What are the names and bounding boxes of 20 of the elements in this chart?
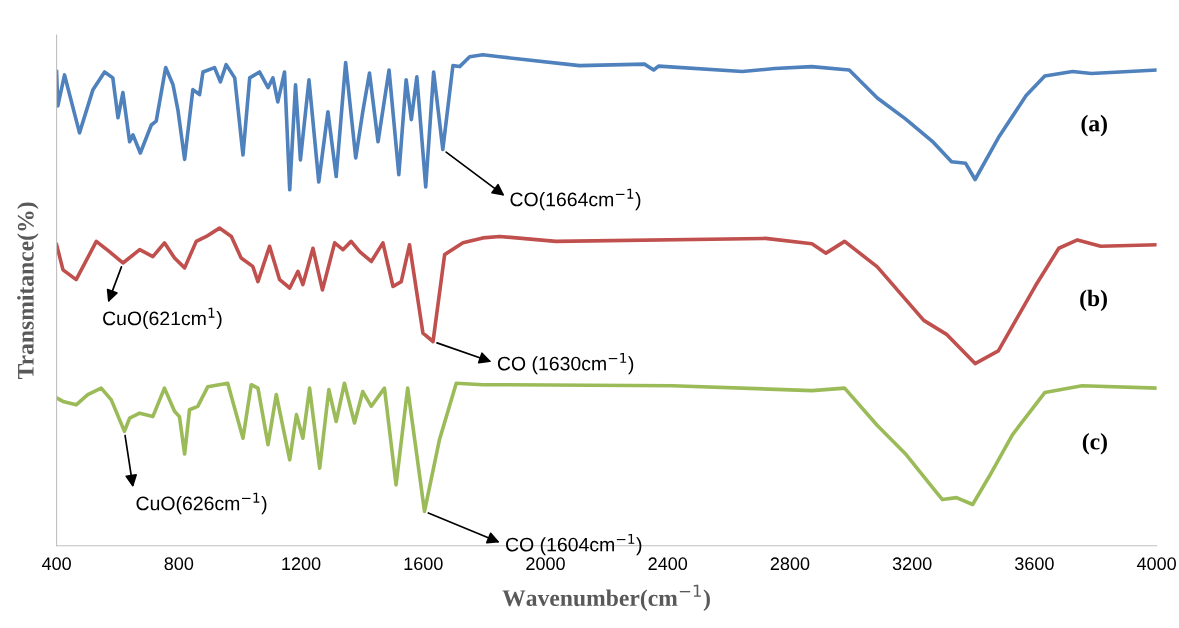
annotation: CO (1604cm$^{−1}$) [506, 533, 642, 556]
x-tick-label: 2800 [770, 557, 810, 571]
annotation: CO (1630cm$^{−1}$) [497, 352, 634, 375]
x-tick-label: 2000 [526, 557, 565, 571]
x-tick-label: 800 [164, 557, 194, 571]
x-axis-title: Wavenumber(cm$^{−1}$) [502, 584, 710, 611]
x-tick-label: 3600 [1014, 557, 1054, 571]
x-tick-label: 400 [41, 557, 71, 571]
annotation: CuO(621cm$^{1}$) [103, 307, 222, 330]
annotation: CuO(626cm$^{−1}$) [136, 492, 267, 515]
series-label: (a) [1081, 114, 1107, 137]
annotation: CO(1664cm$^{−1}$) [510, 188, 641, 211]
series-label: (b) [1080, 289, 1107, 312]
x-tick-label: 1600 [404, 557, 443, 571]
x-tick-label: 3200 [892, 557, 932, 571]
series-label: (c) [1082, 432, 1107, 455]
x-tick-label: 1200 [282, 557, 321, 571]
x-tick-label: 4000 [1136, 557, 1176, 571]
x-tick-label: 2400 [648, 557, 688, 571]
y-axis-title: Transmitance(%) [17, 202, 39, 380]
